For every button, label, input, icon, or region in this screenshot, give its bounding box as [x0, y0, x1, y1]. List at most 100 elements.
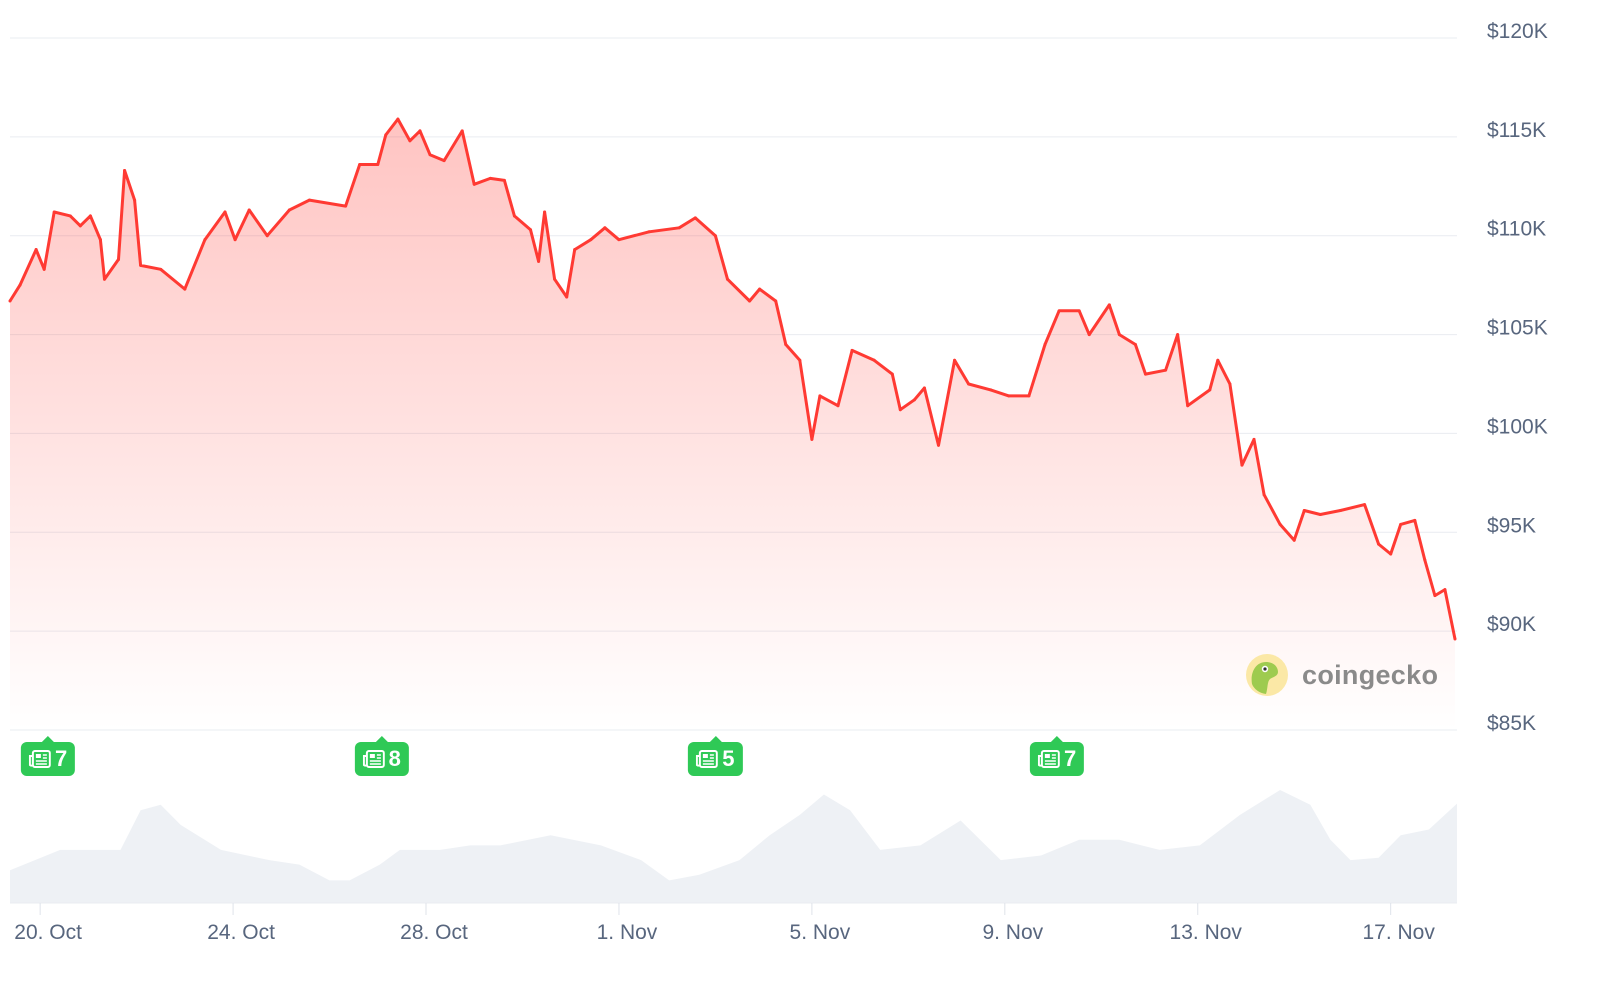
price-point	[34, 248, 38, 252]
news-badge[interactable]: 7	[21, 736, 76, 776]
price-point	[565, 295, 569, 299]
price-point	[1027, 394, 1031, 398]
x-tick-label: 9. Nov	[982, 921, 1043, 944]
price-point	[442, 159, 446, 163]
price-point	[52, 210, 56, 214]
price-point	[922, 386, 926, 390]
x-tick-label: 28. Oct	[400, 921, 468, 944]
news-count: 7	[55, 746, 68, 771]
newspaper-icon	[696, 750, 719, 768]
price-point	[1399, 522, 1403, 526]
price-point	[589, 238, 593, 242]
price-point	[1252, 437, 1256, 441]
x-tick-label: 20. Oct	[14, 921, 82, 944]
x-axis: 20. Oct 24. Oct 28. Oct 1. Nov 5. Nov 9. Nov 1…	[14, 903, 1435, 944]
price-point	[307, 198, 311, 202]
y-tick-label: $110K	[1487, 218, 1546, 241]
price-point	[693, 216, 697, 220]
price-point	[1216, 358, 1220, 362]
price-point	[810, 437, 814, 441]
price-point	[1007, 394, 1011, 398]
price-point	[617, 238, 621, 242]
price-point	[1318, 512, 1322, 516]
price-point	[1208, 388, 1212, 392]
price-point	[247, 208, 251, 212]
price-point	[1077, 309, 1081, 313]
news-badge[interactable]: 8	[354, 736, 409, 776]
y-tick-label: $95K	[1487, 514, 1536, 537]
newspaper-icon	[362, 750, 385, 768]
price-point	[774, 299, 778, 303]
price-point	[384, 133, 388, 137]
price-point	[1453, 637, 1457, 641]
x-tick-label: 5. Nov	[790, 921, 851, 944]
price-point	[472, 182, 476, 186]
price-point	[1143, 372, 1147, 376]
price-point	[953, 358, 957, 362]
price-point	[1057, 309, 1061, 313]
price-point	[1423, 558, 1427, 562]
y-tick-label: $90K	[1487, 613, 1536, 636]
price-point	[8, 299, 12, 303]
price-point	[488, 176, 492, 180]
price-point	[68, 214, 72, 218]
price-point	[758, 287, 762, 291]
price-point	[1107, 303, 1111, 307]
price-point	[139, 263, 143, 267]
price-point	[529, 228, 533, 232]
coingecko-watermark: coingecko	[1246, 654, 1438, 696]
price-point	[573, 248, 577, 252]
newspaper-icon	[1037, 750, 1060, 768]
price-point	[133, 198, 137, 202]
x-tick-label: 1. Nov	[597, 921, 658, 944]
y-tick-label: $120K	[1487, 20, 1548, 43]
price-point	[344, 204, 348, 208]
price-point	[553, 277, 557, 281]
price-point	[88, 214, 92, 218]
news-badge[interactable]: 5	[688, 736, 743, 776]
price-point	[1302, 509, 1306, 513]
price-point	[396, 117, 400, 121]
price-point	[233, 238, 237, 242]
price-point	[677, 226, 681, 230]
price-point	[376, 163, 380, 167]
price-point	[912, 398, 916, 402]
news-badge[interactable]: 7	[1029, 736, 1085, 776]
price-point	[203, 238, 207, 242]
price-point	[1377, 542, 1381, 546]
price-point	[784, 342, 788, 346]
price-point	[183, 287, 187, 291]
price-point	[117, 257, 121, 261]
price-point	[1433, 594, 1437, 598]
x-tick-label: 13. Nov	[1170, 921, 1243, 944]
price-point	[78, 224, 82, 228]
price-point	[1389, 552, 1393, 556]
price-point	[725, 277, 729, 281]
price-point	[1228, 382, 1232, 386]
y-tick-label: $105K	[1487, 317, 1548, 340]
x-tick-label: 24. Oct	[207, 921, 275, 944]
price-point	[1043, 342, 1047, 346]
price-area-fill	[10, 119, 1455, 731]
price-point	[872, 358, 876, 362]
price-point	[1278, 522, 1282, 526]
price-point	[502, 178, 506, 182]
price-point	[543, 210, 547, 214]
price-point	[1087, 333, 1091, 337]
watermark-text: coingecko	[1302, 659, 1439, 690]
price-point	[1133, 342, 1137, 346]
price-point	[967, 382, 971, 386]
y-axis: $85K $90K $95K $100K $105K $110K $115K $120K	[1487, 20, 1548, 735]
price-point	[989, 388, 993, 392]
price-point	[460, 129, 464, 133]
price-point	[1292, 538, 1296, 542]
news-count: 7	[1063, 746, 1077, 771]
price-point	[1176, 333, 1180, 337]
price-point	[358, 163, 362, 167]
price-point	[408, 139, 412, 143]
y-tick-label: $100K	[1487, 415, 1548, 438]
x-tick-label: 17. Nov	[1362, 921, 1435, 944]
price-point	[1338, 509, 1342, 513]
price-points	[8, 117, 1457, 641]
